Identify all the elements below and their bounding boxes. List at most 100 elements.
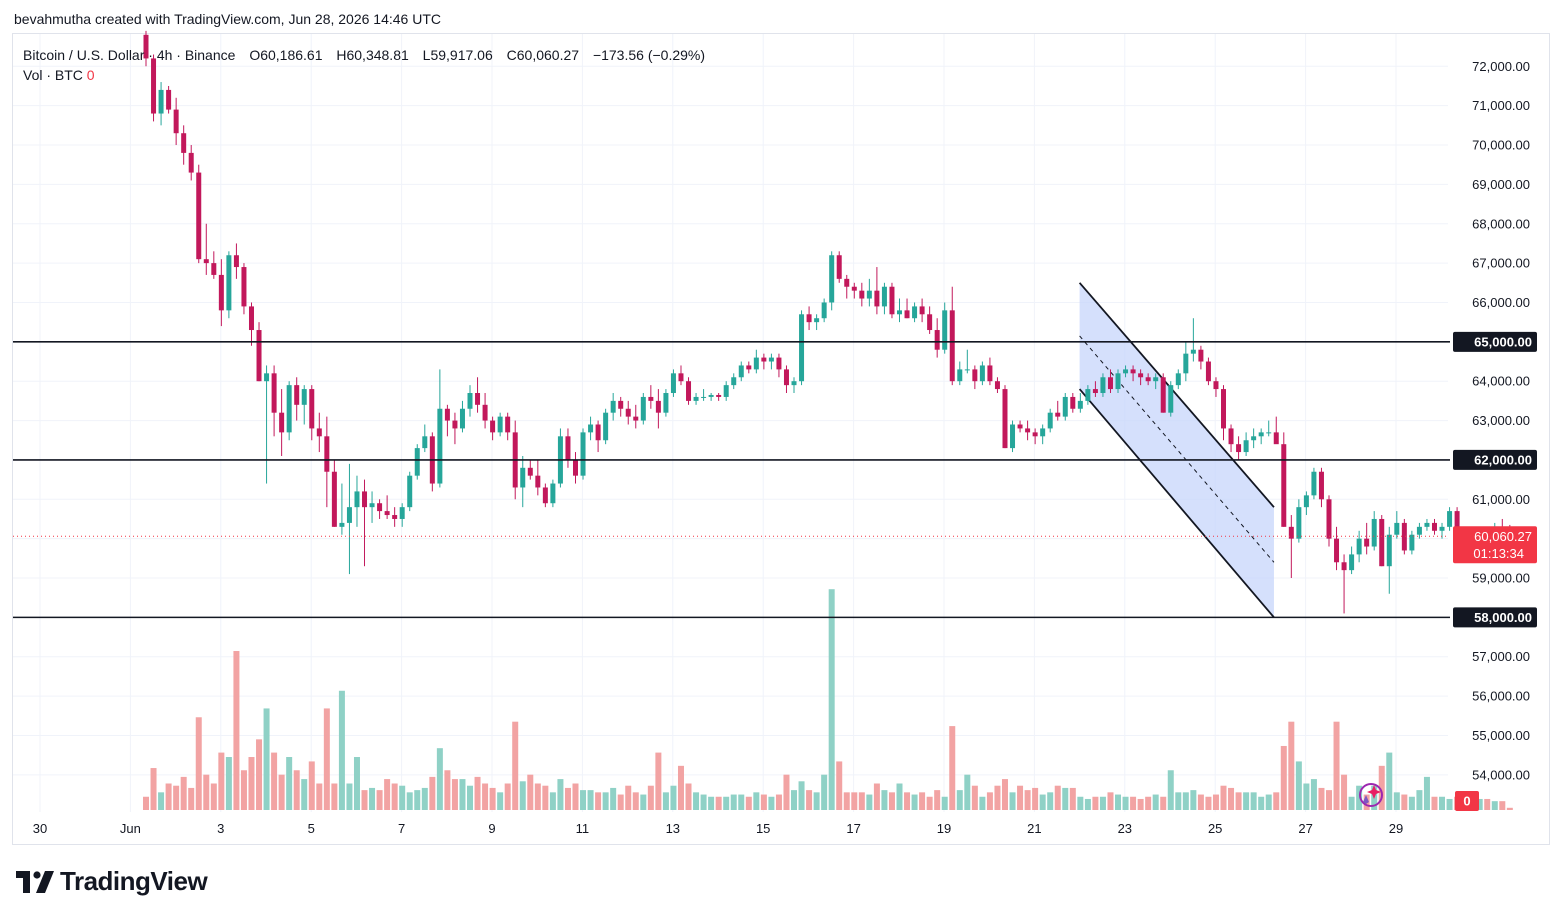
candle-body bbox=[497, 416, 503, 433]
bar-countdown-label: 01:13:34 bbox=[1473, 546, 1524, 561]
channel-upper-line[interactable] bbox=[1078, 282, 1275, 508]
volume-bar bbox=[971, 785, 978, 810]
candle-body bbox=[535, 475, 541, 488]
candle-body bbox=[1439, 526, 1445, 531]
candle-body bbox=[1077, 400, 1083, 409]
candle-body bbox=[1394, 522, 1400, 535]
candle-body bbox=[1175, 373, 1181, 386]
price-axis-label: 61,000.00 bbox=[1472, 492, 1530, 507]
channel-lower-line[interactable] bbox=[1078, 388, 1275, 618]
volume-bar bbox=[655, 752, 662, 810]
volume-bar bbox=[753, 792, 760, 810]
volume-bar bbox=[685, 783, 692, 810]
volume-bar bbox=[994, 785, 1001, 810]
time-axis-label: 13 bbox=[666, 821, 680, 836]
candle-body bbox=[369, 503, 375, 508]
candle-body bbox=[595, 424, 601, 441]
candle-body bbox=[874, 290, 880, 307]
volume-bar bbox=[821, 774, 828, 810]
volume-bar bbox=[429, 776, 436, 810]
volume-bar bbox=[399, 785, 406, 810]
level-axis-label: 65,000.00 bbox=[1474, 334, 1532, 349]
volume-bar bbox=[338, 690, 345, 810]
candle-body bbox=[1017, 424, 1023, 429]
candle-body bbox=[603, 412, 609, 441]
time-axis-label: 27 bbox=[1298, 821, 1312, 836]
price-axis-label: 66,000.00 bbox=[1472, 295, 1530, 310]
candle-body bbox=[746, 365, 752, 370]
candle-body bbox=[151, 58, 157, 114]
candle-body bbox=[693, 396, 699, 401]
volume-bar bbox=[1167, 770, 1174, 810]
candle-body bbox=[1025, 428, 1031, 433]
volume-bar bbox=[519, 781, 526, 810]
candle-body bbox=[1288, 526, 1294, 539]
volume-bar bbox=[1431, 796, 1438, 810]
candle-body bbox=[761, 357, 767, 362]
candle-body bbox=[799, 314, 805, 382]
volume-bar bbox=[1446, 798, 1453, 810]
candle-body bbox=[897, 310, 902, 315]
candle-body bbox=[1092, 389, 1098, 394]
volume-bar bbox=[293, 770, 300, 810]
candle-body bbox=[753, 357, 759, 370]
candle-body bbox=[452, 420, 458, 429]
candle-body bbox=[196, 172, 202, 260]
candle-body bbox=[1198, 349, 1204, 362]
price-axis-label: 63,000.00 bbox=[1472, 413, 1530, 428]
volume-bar bbox=[203, 774, 210, 810]
candle-body bbox=[1251, 436, 1257, 441]
descending-channel-fill[interactable] bbox=[1079, 282, 1274, 618]
volume-bar bbox=[542, 785, 549, 810]
sparkle-assistant-icon[interactable] bbox=[1359, 783, 1383, 807]
candle-body bbox=[354, 491, 360, 508]
candle-body bbox=[1386, 534, 1392, 567]
volume-bar bbox=[143, 796, 149, 810]
candle-body bbox=[979, 365, 985, 382]
volume-bar bbox=[1205, 796, 1212, 810]
volume-bar bbox=[941, 796, 948, 810]
candle-body bbox=[927, 314, 933, 331]
tradingview-logo[interactable]: TradingView bbox=[16, 866, 208, 897]
candle-body bbox=[987, 365, 993, 382]
candle-body bbox=[399, 507, 405, 519]
candle-body bbox=[1266, 432, 1272, 434]
last-price-tag bbox=[1453, 526, 1537, 564]
candle-body bbox=[580, 432, 586, 476]
time-axis-label: 5 bbox=[308, 821, 315, 836]
candle-body bbox=[723, 385, 729, 397]
last-price-label: 60,060.27 bbox=[1474, 529, 1532, 544]
channel-mid-line[interactable] bbox=[1079, 335, 1275, 563]
volume-bar bbox=[677, 765, 684, 810]
volume-bar bbox=[150, 768, 157, 810]
time-axis-label: Jun bbox=[120, 821, 141, 836]
candle-body bbox=[542, 487, 548, 504]
candle-body bbox=[572, 459, 578, 476]
volume-bar bbox=[964, 774, 971, 810]
candle-body bbox=[806, 314, 812, 323]
candle-body bbox=[324, 436, 330, 472]
candle-body bbox=[640, 396, 646, 421]
candle-body bbox=[912, 306, 918, 319]
volume-bar bbox=[173, 785, 180, 810]
level-axis-tag bbox=[1453, 331, 1537, 352]
candle-body bbox=[972, 369, 978, 382]
volume-bar bbox=[1190, 790, 1197, 810]
candle-body bbox=[279, 412, 285, 433]
volume-bar bbox=[210, 783, 217, 810]
candle-body bbox=[203, 259, 209, 264]
candle-body bbox=[384, 511, 390, 516]
volume-bar bbox=[572, 783, 579, 810]
volume-bar bbox=[919, 792, 926, 810]
volume-bar bbox=[1212, 794, 1219, 810]
volume-bar bbox=[806, 790, 813, 810]
volume-bar bbox=[308, 761, 315, 810]
candle-body bbox=[181, 133, 187, 153]
volume-bar bbox=[165, 783, 172, 810]
candle-body bbox=[1205, 361, 1211, 382]
volume-bar bbox=[760, 794, 767, 810]
volume-bar bbox=[1318, 787, 1325, 810]
volume-bar bbox=[1288, 721, 1295, 810]
time-axis-label: 3 bbox=[217, 821, 224, 836]
